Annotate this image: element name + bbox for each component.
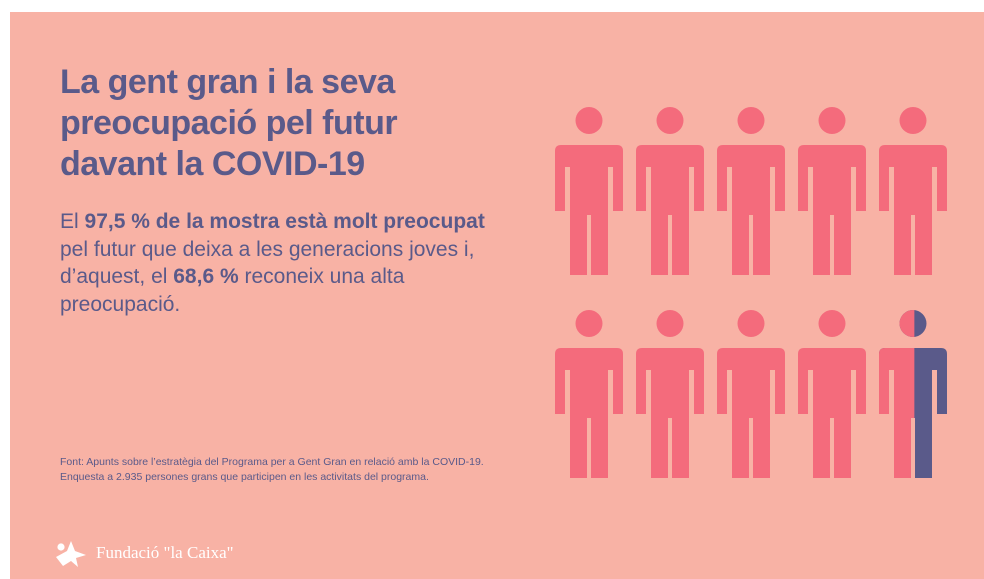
source-note: Font: Apunts sobre l’estratègia del Prog…: [60, 456, 484, 483]
description-highlight: 97,5 % de la mostra està molt preocupat: [84, 210, 485, 233]
person-icon-partial: [879, 310, 915, 478]
description-text: El: [60, 210, 85, 233]
person-icon: [555, 310, 623, 478]
person-icon: [879, 107, 947, 275]
title-line: davant la COVID-19: [60, 145, 365, 183]
infographic-card: La gent gran i la seva preocupació pel f…: [10, 12, 984, 579]
person-icon: [798, 107, 866, 275]
description-text: reconeix una alta preocupació.: [60, 265, 405, 316]
person-icon: [636, 310, 704, 478]
person-icon: [636, 107, 704, 275]
person-icon: [717, 310, 785, 478]
star-logo-icon: [56, 541, 86, 567]
person-icon: [798, 310, 866, 478]
person-icon: [555, 107, 623, 275]
pictogram-chart: [555, 107, 947, 478]
description-text: pel futur que deixa a les generacions jo…: [60, 237, 475, 289]
brand-logo: Fundació "la Caixa": [52, 538, 234, 568]
brand-name: Fundació "la Caixa": [96, 543, 234, 562]
title-line: preocupació pel futur: [60, 104, 398, 142]
title-line: La gent gran i la seva: [60, 63, 395, 101]
person-icon: [879, 310, 947, 478]
page-title: La gent gran i la seva preocupació pel f…: [60, 62, 490, 185]
description-highlight: 68,6 %: [173, 265, 239, 288]
person-icon: [717, 107, 785, 275]
description: El 97,5 % de la mostra està molt preocup…: [60, 208, 510, 318]
